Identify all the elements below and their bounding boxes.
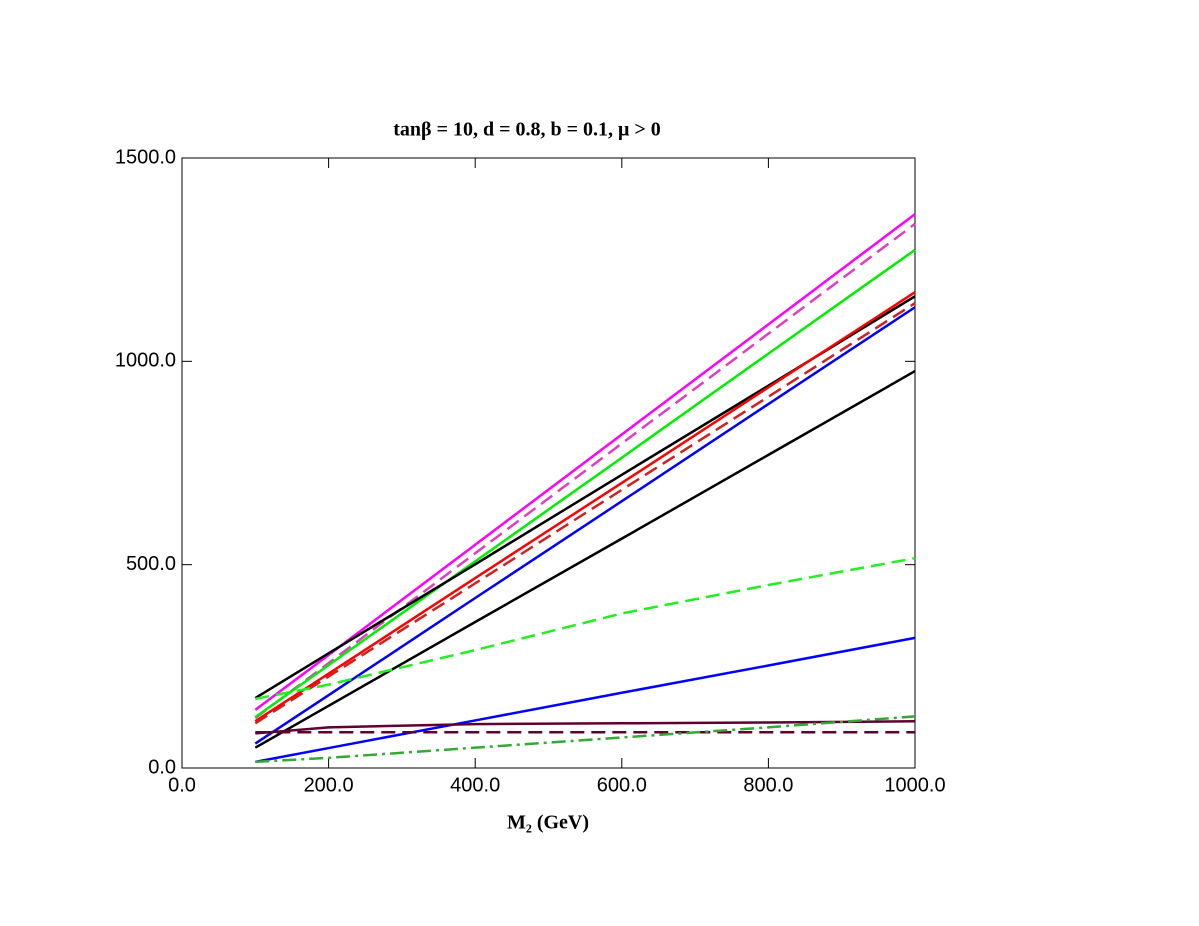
x-tick-label: 400.0 <box>450 774 500 796</box>
x-tick-label: 1000.0 <box>884 774 945 796</box>
x-tick-label: 800.0 <box>743 774 793 796</box>
y-tick-label: 0.0 <box>148 756 176 778</box>
series-line <box>255 636 916 764</box>
y-tick-label: 500.0 <box>126 553 176 575</box>
series-line <box>254 291 916 723</box>
series-line <box>254 370 916 749</box>
x-axis-label: M₂ (GeV) <box>507 812 589 834</box>
series-line <box>254 248 916 719</box>
series-line <box>254 213 916 711</box>
series-line <box>254 306 916 745</box>
series-line <box>255 556 916 701</box>
series-line <box>254 302 916 725</box>
series-line <box>255 719 916 735</box>
chart-title: tanβ = 10, d = 0.8, b = 0.1, μ > 0 <box>393 119 661 141</box>
y-tick-label: 1000.0 <box>115 350 176 372</box>
x-tick-label: 0.0 <box>168 774 196 796</box>
y-tick-label: 1500.0 <box>115 146 176 168</box>
series-line <box>255 715 916 764</box>
series-line <box>254 222 916 719</box>
x-tick-label: 600.0 <box>597 774 647 796</box>
x-tick-label: 200.0 <box>304 774 354 796</box>
plot-frame <box>181 157 916 769</box>
